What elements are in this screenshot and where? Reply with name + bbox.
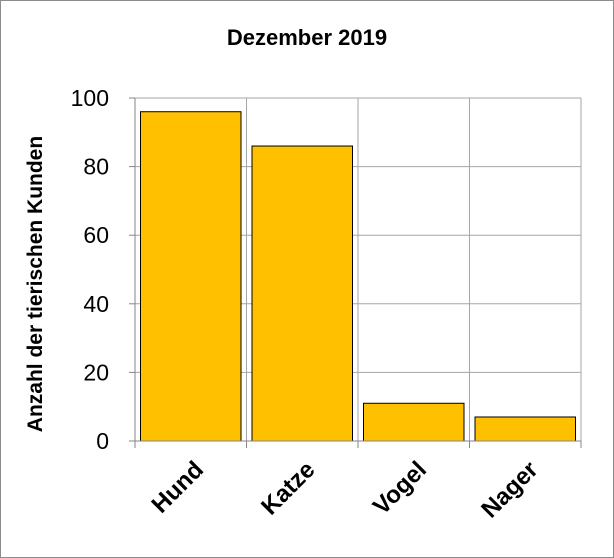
y-tick-label: 60	[83, 222, 109, 248]
bar-vogel	[363, 402, 465, 442]
y-tick-label: 20	[83, 359, 109, 385]
bar-katze	[251, 145, 353, 442]
bar-hund	[140, 111, 242, 442]
y-tick-label: 0	[96, 428, 109, 454]
y-tick-label: 100	[71, 85, 109, 111]
axes	[129, 97, 582, 448]
x-tick-label: Katze	[256, 456, 320, 520]
y-tick-labels: 0 20 40 60 80 100	[71, 85, 109, 454]
y-tick-label: 40	[83, 291, 109, 317]
x-tick-labels: Hund Katze Vogel Nager	[147, 456, 544, 523]
x-tick-label: Hund	[147, 456, 209, 518]
x-tick-label: Vogel	[368, 456, 432, 520]
y-tick-label: 80	[83, 154, 109, 180]
bar-nager	[474, 416, 576, 442]
bars	[140, 111, 576, 442]
chart-title: Dezember 2019	[227, 25, 387, 50]
y-axis-label: Anzahl der tierischen Kunden	[24, 136, 47, 432]
x-tick-label: Nager	[476, 456, 543, 523]
